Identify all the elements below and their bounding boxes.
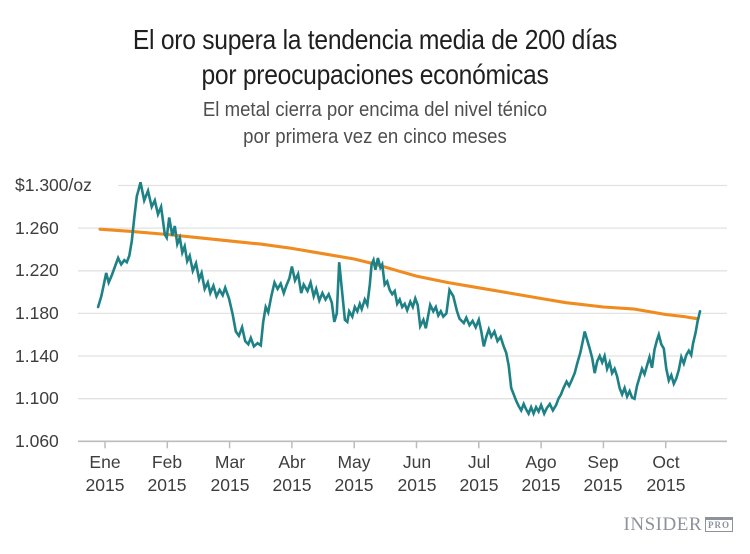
logo-wordmark: INSIDER (623, 514, 702, 535)
x-axis-label-month: Feb (151, 452, 183, 472)
x-axis-label-month: May (337, 452, 371, 472)
chart-subtitle-line-2: por primera vez en cinco meses (243, 126, 507, 148)
y-axis-label: $1.300/oz (15, 175, 92, 195)
y-axis-label: 1.100 (15, 388, 59, 408)
logo-pro-badge: PRO (705, 517, 733, 532)
chart-title-line-1: El oro supera la tendencia media de 200 … (132, 24, 618, 55)
y-axis-label: 1.180 (15, 303, 59, 323)
gold-price-line (96, 181, 702, 418)
x-axis-label-month: Mar (214, 452, 246, 472)
x-axis-label-year: 2015 (210, 475, 250, 495)
x-axis-label-year: 2015 (272, 475, 312, 495)
x-axis-label-year: 2015 (334, 475, 374, 495)
chart-title-line-2: por preocupaciones económicas (201, 59, 549, 90)
x-axis-label-year: 2015 (583, 475, 623, 495)
x-axis-label-year: 2015 (459, 475, 499, 495)
x-axis-label-year: 2015 (397, 475, 437, 495)
x-axis-label-month: Ago (525, 452, 557, 472)
x-axis-label: Ene 2015 (70, 451, 140, 497)
x-axis-label-month: Oct (652, 452, 680, 472)
x-axis-label-year: 2015 (646, 475, 686, 495)
x-axis-label: Abr 2015 (257, 451, 327, 497)
x-axis-label: Sep 2015 (568, 451, 638, 497)
y-axis-label: 1.060 (15, 431, 59, 451)
chart-subtitle-line-1: El metal cierra por encima del nivel tén… (202, 99, 548, 121)
x-axis-label-month: Jul (467, 452, 491, 472)
x-axis-label-month: Abr (278, 452, 306, 472)
x-axis-label-year: 2015 (521, 475, 561, 495)
y-axis-label: 1.140 (15, 346, 59, 366)
x-axis-label: Feb 2015 (132, 451, 202, 497)
x-axis-label-month: Ene (89, 452, 121, 472)
x-axis-label: Jun 2015 (382, 451, 452, 497)
x-axis-label: Ago 2015 (506, 451, 576, 497)
x-axis-label-year: 2015 (147, 475, 187, 495)
x-axis-label-year: 2015 (85, 475, 125, 495)
y-axis-label: 1.220 (15, 260, 59, 280)
x-axis-label: Oct 2015 (631, 451, 701, 497)
moving-average-line (98, 227, 699, 321)
x-axis-label-month: Sep (587, 452, 619, 472)
x-axis-label-month: Jun (402, 452, 432, 472)
x-axis-label: Mar 2015 (195, 451, 265, 497)
insiderpro-logo: INSIDER PRO (624, 514, 733, 536)
y-axis-label: 1.260 (15, 218, 59, 238)
x-axis-label: May 2015 (319, 451, 389, 497)
x-axis-label: Jul 2015 (444, 451, 514, 497)
